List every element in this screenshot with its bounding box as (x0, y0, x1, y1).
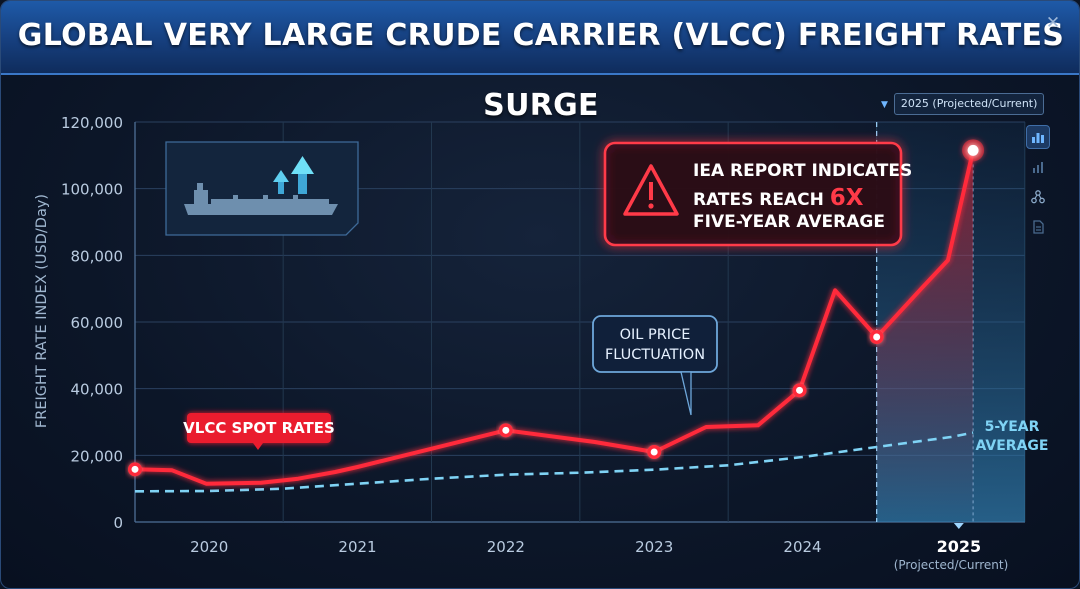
x-tick-label: 2024 (783, 538, 821, 556)
y-tick-label: 120,000 (61, 114, 123, 132)
y-axis: 0 20,000 40,000 60,000 80,000 100,000 120,000 (61, 114, 123, 532)
y-tick-label: 80,000 (71, 247, 124, 265)
spot-rate-markers (128, 139, 985, 477)
x-tick-label: 2025 (937, 537, 982, 556)
x-axis: 2020 2021 2022 2023 2024 2025 (190, 523, 981, 556)
y-tick-label: 60,000 (71, 314, 124, 332)
projected-sub-label: (Projected/Current) (894, 558, 1009, 572)
projection-filter-label: 2025 (Projected/Current) (893, 93, 1045, 115)
column-chart-button[interactable] (1026, 155, 1050, 179)
iea-line3: FIVE-YEAR AVERAGE (693, 212, 885, 232)
iea-line2: RATES REACH 6X (693, 185, 864, 211)
document-icon (1033, 220, 1044, 234)
spot-rates-label-text: VLCC SPOT RATES (183, 419, 335, 437)
tanker-card (165, 141, 359, 236)
spot-rate-area (876, 150, 974, 523)
oil-price-line2: FLUCTUATION (605, 347, 705, 363)
warning-icon (623, 164, 679, 216)
network-button[interactable] (1026, 185, 1050, 209)
spot-rate-marker (128, 462, 142, 477)
tanker-ship-icon (184, 183, 338, 215)
spot-rate-marker (647, 445, 662, 459)
bar-chart-icon (1032, 133, 1044, 143)
y-tick-label: 0 (113, 514, 123, 532)
iea-line1: IEA REPORT INDICATES (693, 161, 912, 181)
chart-title: GLOBAL VERY LARGE CRUDE CARRIER (VLCC) F… (17, 18, 1065, 123)
y-tick-label: 20,000 (71, 447, 124, 465)
iea-line2-text: RATES REACH (693, 190, 830, 210)
arrow-up-icon (273, 156, 314, 194)
x-tick-marker (953, 523, 964, 529)
network-icon (1031, 190, 1045, 204)
average-label-line2: AVERAGE (976, 438, 1049, 454)
spot-rate-marker (962, 139, 985, 162)
title-bar (1, 1, 1079, 75)
bar-chart-button[interactable] (1026, 125, 1050, 149)
y-axis-label: FREIGHT RATE INDEX (USD/Day) (34, 194, 50, 428)
y-tick-label: 100,000 (61, 181, 123, 199)
oil-price-callout: OIL PRICE FLUCTUATION (592, 315, 718, 416)
x-tick-label: 2023 (635, 538, 673, 556)
triangle-down-icon: ▼ (881, 100, 888, 110)
spot-rates-label: VLCC SPOT RATES (183, 413, 335, 450)
x-tick-label: 2020 (190, 538, 228, 556)
average-label-line1: 5-YEAR (985, 419, 1040, 435)
close-icon[interactable]: ✕ (1045, 13, 1061, 33)
iea-report-callout: IEA REPORT INDICATES RATES REACH 6X FIVE… (603, 141, 912, 247)
spot-rate-marker (869, 330, 884, 344)
document-button[interactable] (1026, 215, 1050, 239)
column-chart-icon (1033, 162, 1043, 173)
spot-rate-marker (792, 383, 807, 398)
x-tick-label: 2021 (338, 538, 376, 556)
chart-type-toolbar (1026, 125, 1056, 245)
spot-rate-marker (498, 423, 513, 438)
projection-filter[interactable]: ▼ 2025 (Projected/Current) (879, 93, 1050, 115)
oil-price-line1: OIL PRICE (620, 327, 691, 343)
x-tick-label: 2022 (487, 538, 525, 556)
iea-line2-emphasis: 6X (830, 185, 864, 211)
y-tick-label: 40,000 (71, 381, 124, 399)
five-year-average-line (134, 431, 974, 493)
